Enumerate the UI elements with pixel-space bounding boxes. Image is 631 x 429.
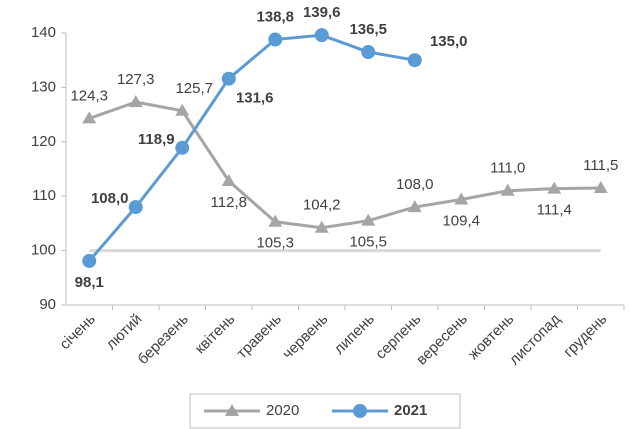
marker bbox=[268, 214, 283, 227]
data-label: 139,6 bbox=[303, 4, 341, 21]
marker bbox=[175, 140, 190, 155]
legend-label: 2020 bbox=[266, 402, 299, 419]
x-tick-label: вересень bbox=[413, 310, 471, 368]
marker bbox=[268, 32, 283, 47]
data-label: 131,6 bbox=[236, 90, 274, 107]
legend-marker bbox=[353, 404, 367, 418]
marker bbox=[82, 253, 97, 268]
x-tick-label: лютий bbox=[103, 311, 146, 354]
data-label: 104,2 bbox=[303, 197, 341, 214]
data-label: 127,3 bbox=[117, 71, 155, 88]
marker bbox=[314, 220, 329, 233]
x-tick-label: листопад bbox=[506, 310, 564, 368]
data-label: 98,1 bbox=[75, 274, 104, 291]
legend-marker bbox=[225, 404, 239, 416]
legend-label: 2021 bbox=[394, 402, 427, 419]
data-label: 108,0 bbox=[396, 176, 434, 193]
marker bbox=[361, 45, 376, 60]
x-tick-label: січень bbox=[56, 310, 99, 353]
data-label: 135,0 bbox=[430, 33, 468, 50]
y-tick-label: 110 bbox=[32, 187, 56, 204]
marker bbox=[361, 213, 376, 226]
data-label: 125,7 bbox=[175, 80, 213, 97]
marker bbox=[454, 192, 469, 205]
data-label: 138,8 bbox=[256, 8, 294, 25]
x-tick-label: травень bbox=[233, 310, 285, 362]
data-label: 109,4 bbox=[442, 212, 480, 229]
marker bbox=[82, 111, 97, 124]
legend: 2020 2021 bbox=[189, 393, 461, 429]
marker bbox=[500, 183, 515, 196]
data-label: 112,8 bbox=[211, 194, 247, 211]
data-label: 111,5 bbox=[583, 157, 618, 174]
data-label: 111,4 bbox=[537, 202, 572, 219]
x-tick-label: червень bbox=[279, 310, 331, 362]
x-tick-label: квітень bbox=[192, 310, 239, 357]
x-tick-label: березень bbox=[134, 310, 192, 368]
y-tick-label: 100 bbox=[31, 242, 56, 259]
marker bbox=[221, 71, 236, 86]
data-label: 136,5 bbox=[349, 21, 387, 38]
data-label: 108,0 bbox=[91, 190, 129, 207]
marker bbox=[128, 200, 143, 215]
marker bbox=[593, 181, 608, 194]
marker bbox=[407, 53, 422, 68]
y-tick-label: 130 bbox=[31, 78, 56, 95]
data-label: 118,9 bbox=[138, 131, 175, 148]
x-tick-label: грудень bbox=[560, 310, 610, 360]
data-label: 111,0 bbox=[490, 160, 525, 177]
series-line bbox=[88, 100, 601, 230]
marker bbox=[175, 103, 190, 116]
series-line bbox=[88, 33, 416, 262]
marker bbox=[128, 95, 143, 108]
marker bbox=[407, 200, 422, 213]
data-label: 105,5 bbox=[349, 234, 387, 251]
data-label: 105,3 bbox=[256, 235, 294, 252]
legend-box bbox=[189, 393, 461, 429]
marker bbox=[221, 173, 236, 186]
marker bbox=[314, 28, 329, 43]
marker bbox=[547, 181, 562, 194]
y-tick-label: 140 bbox=[31, 24, 56, 41]
data-label: 124,3 bbox=[70, 87, 108, 104]
y-tick-label: 120 bbox=[31, 133, 56, 150]
y-tick-label: 90 bbox=[39, 296, 56, 313]
